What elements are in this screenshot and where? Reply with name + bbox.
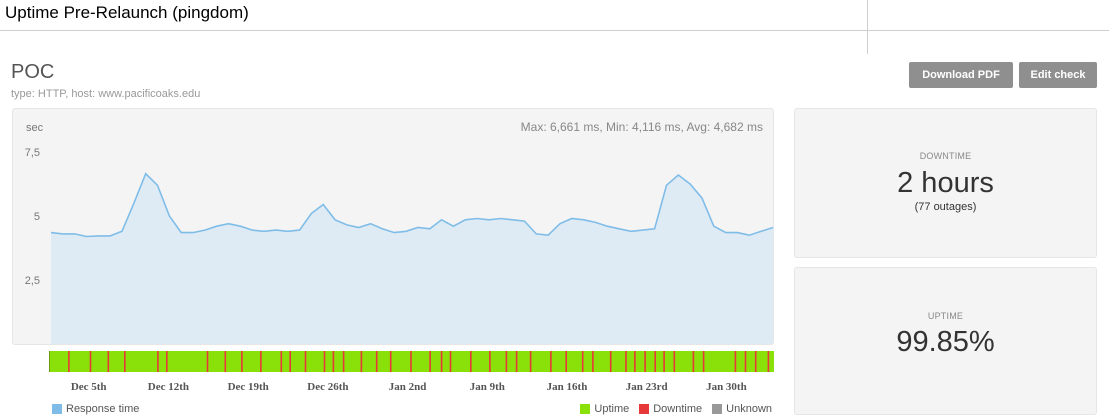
download-pdf-button[interactable]: Download PDF [909, 62, 1013, 88]
y-axis-label: sec [26, 122, 44, 134]
downtime-marker [449, 351, 452, 372]
document-title: Uptime Pre-Relaunch (pingdom) [5, 3, 249, 22]
downtime-label: DOWNTIME [919, 151, 972, 161]
uptime-card: UPTIME 99.85% [794, 267, 1097, 415]
x-tick-label: Jan 2nd [389, 381, 427, 393]
downtime-value: 2 hours [897, 167, 994, 199]
downtime-marker [429, 351, 431, 372]
legend-downtime-label: Downtime [653, 403, 703, 415]
x-tick-label: Dec 5th [71, 381, 107, 393]
downtime-marker [744, 351, 747, 372]
response-time-chart-svg: sec 2,5 5 7,5 [25, 122, 774, 344]
downtime-marker [654, 351, 656, 372]
downtime-marker [592, 351, 594, 372]
legend-response: Response time [52, 403, 139, 415]
downtime-marker [692, 351, 695, 372]
downtime-marker [280, 351, 283, 372]
uptime-label: UPTIME [927, 311, 964, 321]
x-tick-label: Dec 26th [307, 381, 348, 393]
timeline-x-axis: Dec 5th Dec 12th Dec 19th Dec 26th Jan 2nd Ja… [71, 381, 747, 393]
downtime-marker [440, 351, 443, 372]
x-tick-label: Dec 19th [228, 381, 269, 393]
downtime-marker [489, 351, 491, 372]
response-time-swatch [52, 404, 62, 414]
response-line [50, 172, 774, 238]
downtime-marker [529, 351, 532, 372]
downtime-marker [260, 351, 262, 372]
downtime-marker [124, 351, 126, 372]
downtime-marker [107, 351, 110, 372]
timeline-start-edge [49, 351, 50, 372]
x-tick-label: Jan 9th [470, 381, 505, 393]
x-tick-label: Dec 12th [148, 381, 189, 393]
downtime-marker [241, 351, 243, 372]
downtime-outages: (77 outages) [914, 201, 977, 213]
legend-downtime: Downtime [639, 403, 702, 415]
response-area [51, 173, 773, 344]
downtime-marker [323, 351, 326, 372]
x-tick-label: Jan 23rd [626, 381, 668, 393]
downtime-marker [360, 351, 363, 372]
legend-response-label: Response time [66, 403, 140, 415]
downtime-marker [342, 351, 345, 372]
check-name: POC [11, 61, 55, 83]
downtime-marker [754, 351, 757, 372]
downtime-marker [304, 351, 307, 372]
downtime-marker [389, 351, 392, 372]
y-tick-label: 2,5 [25, 275, 40, 287]
downtime-marker [673, 351, 676, 372]
downtime-marker [581, 351, 584, 372]
legend-unknown-label: Unknown [726, 403, 772, 415]
downtime-card: DOWNTIME 2 hours (77 outages) [794, 108, 1097, 258]
downtime-marker [625, 351, 627, 372]
check-meta: type: HTTP, host: www.pacificoaks.edu [11, 88, 201, 100]
downtime-marker [565, 351, 567, 372]
downtime-marker [68, 351, 70, 372]
header-divider [0, 30, 1109, 31]
downtime-marker [767, 351, 770, 372]
x-tick-label: Jan 16th [547, 381, 588, 393]
downtime-marker [550, 351, 552, 372]
response-stats: Max: 6,661 ms, Min: 4,116 ms, Avg: 4,682… [520, 120, 763, 134]
downtime-marker [505, 351, 508, 372]
legend-uptime: Uptime [580, 403, 629, 415]
downtime-marker [470, 351, 472, 372]
downtime-marker [157, 351, 159, 372]
downtime-marker [734, 351, 737, 372]
uptime-value: 99.85% [896, 326, 995, 358]
response-time-chart: sec 2,5 5 7,5 Max: 6,661 ms, Min: 4,116 ms,… [12, 108, 774, 345]
downtime-marker [332, 351, 335, 372]
downtime-marker [206, 351, 209, 372]
downtime-marker [644, 351, 646, 372]
header-vertical-divider [867, 0, 868, 54]
uptime-timeline [49, 351, 774, 372]
downtime-marker [289, 351, 291, 372]
y-tick-label: 7,5 [25, 147, 40, 159]
downtime-marker [515, 351, 518, 372]
uptime-swatch [580, 404, 591, 414]
downtime-marker [224, 351, 227, 372]
downtime-marker [663, 351, 665, 372]
downtime-marker [634, 351, 636, 372]
unknown-swatch [712, 404, 723, 414]
downtime-marker [166, 351, 168, 372]
x-tick-label: Jan 30th [706, 381, 747, 393]
downtime-marker [702, 351, 705, 372]
downtime-marker [89, 351, 92, 372]
legend-uptime-label: Uptime [594, 403, 630, 415]
y-tick-label: 5 [34, 211, 40, 223]
downtime-marker [375, 351, 378, 372]
downtime-marker [609, 351, 612, 372]
legend-status: Uptime Downtime Unknown [570, 403, 772, 415]
downtime-marker [410, 351, 412, 372]
downtime-swatch [639, 404, 650, 414]
edit-check-button[interactable]: Edit check [1019, 62, 1097, 88]
legend-unknown: Unknown [712, 403, 772, 415]
